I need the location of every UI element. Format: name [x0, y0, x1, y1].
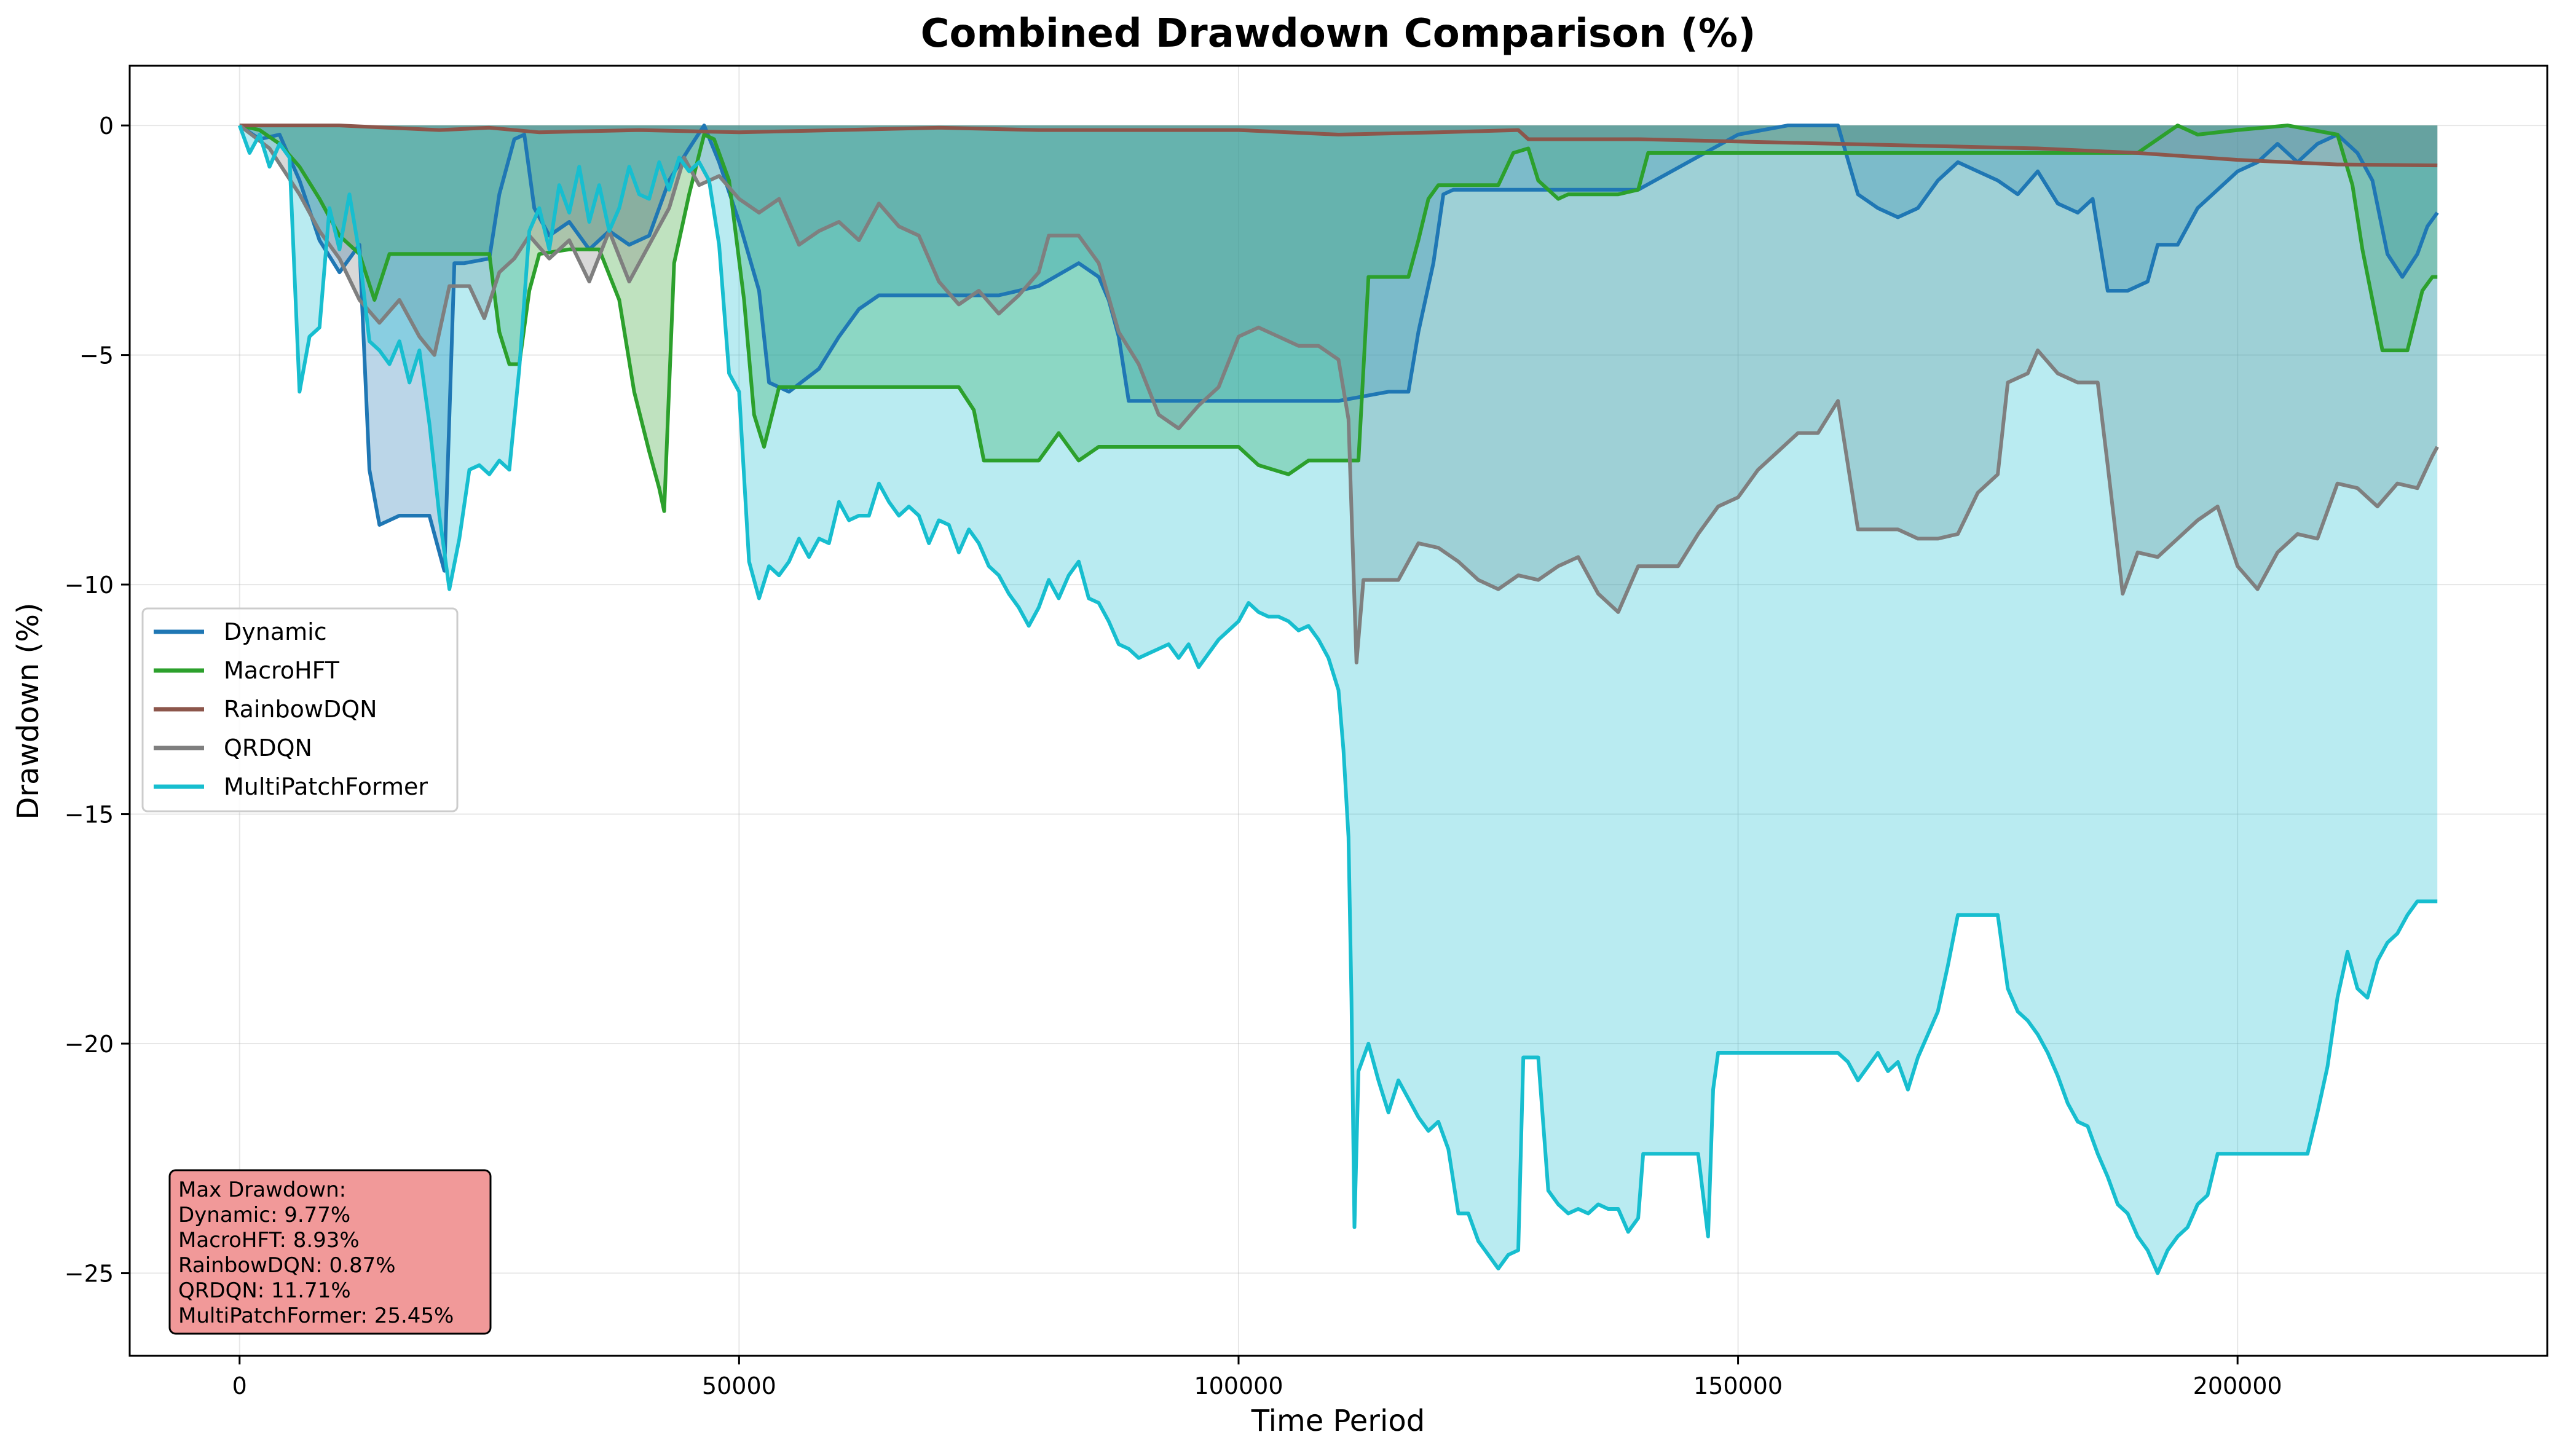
x-tick-label: 150000 — [1693, 1372, 1783, 1399]
plot-lines — [237, 124, 2439, 1275]
y-tick-label: −20 — [65, 1031, 114, 1058]
legend-frame — [141, 607, 459, 813]
legend-label: MacroHFT — [224, 657, 340, 684]
x-tick-label: 200000 — [2193, 1372, 2282, 1399]
annotation-line: QRDQN: 11.71% — [178, 1278, 351, 1303]
legend-label: Dynamic — [224, 618, 327, 645]
series-line-rainbowdqn — [239, 124, 2438, 168]
y-tick-label: −25 — [65, 1261, 114, 1288]
max-drawdown-annotation: Max Drawdown:Dynamic: 9.77%MacroHFT: 8.9… — [168, 1169, 492, 1335]
area-fill-dynamic — [239, 125, 2438, 571]
series-line-qrdqn — [238, 124, 2439, 665]
y-axis: 0 −5 −10 −15 −20 −25 — [65, 112, 130, 1288]
x-tick-label: 0 — [232, 1372, 247, 1399]
y-tick-label: −5 — [79, 342, 114, 369]
legend-label: QRDQN — [224, 734, 312, 761]
y-tick-label: −10 — [65, 572, 114, 599]
x-tick-label: 50000 — [702, 1372, 776, 1399]
area-fill-rainbowdqn — [239, 125, 2438, 166]
annotation-line: MultiPatchFormer: 25.45% — [178, 1304, 454, 1328]
legend-label: RainbowDQN — [224, 696, 377, 723]
x-axis: 0 50000 100000 150000 200000 — [232, 1356, 2282, 1399]
x-tick-label: 100000 — [1194, 1372, 1283, 1399]
grid — [130, 66, 2547, 1356]
y-tick-label: −15 — [65, 801, 114, 828]
legend: Dynamic MacroHFT RainbowDQN QRDQN MultiPatch… — [141, 607, 459, 813]
y-axis-label: Drawdown (%) — [11, 602, 45, 819]
x-axis-label: Time Period — [1251, 1404, 1425, 1438]
annotation-box — [168, 1169, 492, 1335]
chart-title: Combined Drawdown Comparison (%) — [921, 11, 1756, 57]
plot-frame — [128, 65, 2548, 1357]
series-line-dynamic — [238, 124, 2439, 573]
annotation-line: Dynamic: 9.77% — [178, 1203, 350, 1227]
series-line-multipatchformer — [237, 125, 2438, 1275]
legend-label: MultiPatchFormer — [224, 773, 428, 800]
annotation-line: Max Drawdown: — [178, 1178, 346, 1202]
annotation-line: RainbowDQN: 0.87% — [178, 1253, 396, 1278]
area-fill-multipatchformer — [239, 125, 2438, 1273]
y-tick-label: 0 — [99, 112, 114, 140]
annotation-line: MacroHFT: 8.93% — [178, 1228, 360, 1253]
